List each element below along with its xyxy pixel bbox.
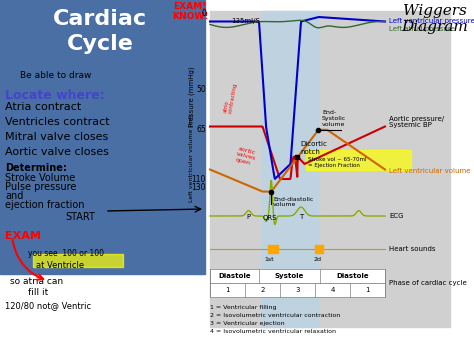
- Bar: [33, 254, 123, 267]
- Text: Pulse pressure: Pulse pressure: [5, 182, 76, 192]
- Text: and: and: [5, 191, 23, 201]
- Text: 1st: 1st: [264, 257, 274, 262]
- Text: 0: 0: [201, 9, 206, 18]
- Text: 50: 50: [196, 84, 206, 94]
- Text: Atria contract: Atria contract: [5, 102, 81, 112]
- Text: EXAM: EXAM: [5, 231, 41, 241]
- Text: Cardiac
Cycle: Cardiac Cycle: [53, 9, 147, 54]
- Text: Left ventricular volume (ml): Left ventricular volume (ml): [190, 114, 194, 202]
- Text: fill it: fill it: [28, 288, 48, 297]
- Text: Mitral valve closes: Mitral valve closes: [5, 132, 108, 142]
- Text: Stroke Volume: Stroke Volume: [5, 173, 75, 183]
- Text: QRS: QRS: [263, 215, 278, 221]
- Text: at Ventricle: at Ventricle: [36, 261, 84, 270]
- Text: START: START: [65, 212, 95, 222]
- Bar: [315, 245, 323, 253]
- Bar: [262, 11, 318, 327]
- Text: 110: 110: [191, 174, 206, 184]
- Text: 1: 1: [365, 287, 370, 293]
- Text: Dicortic
notch: Dicortic notch: [301, 141, 328, 155]
- Text: 3 = Ventricular ejection: 3 = Ventricular ejection: [210, 321, 284, 326]
- Text: you see  100 or 100: you see 100 or 100: [28, 249, 104, 258]
- Text: 4: 4: [330, 287, 335, 293]
- Text: Locate where:: Locate where:: [5, 89, 105, 102]
- Text: ejection fraction: ejection fraction: [5, 200, 84, 210]
- Text: Determine:: Determine:: [5, 163, 67, 173]
- Text: 135ml/S: 135ml/S: [232, 18, 261, 24]
- Text: Diastole: Diastole: [218, 273, 251, 279]
- Bar: [210, 269, 385, 283]
- Text: Phase of cardiac cycle: Phase of cardiac cycle: [389, 280, 467, 286]
- Text: Aortic valve closes: Aortic valve closes: [5, 147, 109, 157]
- Text: 3: 3: [295, 287, 300, 293]
- Text: KNOW!: KNOW!: [172, 12, 208, 21]
- Text: T: T: [299, 214, 303, 220]
- Text: End-
Systolic
volume: End- Systolic volume: [322, 110, 346, 127]
- Text: Ventricles contract: Ventricles contract: [5, 117, 109, 127]
- Text: ECG: ECG: [389, 213, 403, 219]
- Text: Left atrial pressure: Left atrial pressure: [389, 26, 455, 32]
- Text: Systole: Systole: [275, 273, 304, 279]
- Text: so atria can: so atria can: [10, 277, 63, 286]
- Text: atrio
contracting: atrio contracting: [222, 82, 238, 114]
- Bar: [210, 283, 385, 297]
- Bar: [210, 11, 450, 327]
- Text: Aortic pressure/
Systemic BP: Aortic pressure/ Systemic BP: [389, 116, 444, 128]
- Text: 2d: 2d: [314, 257, 322, 262]
- Text: Pressure (mmHg): Pressure (mmHg): [189, 66, 195, 127]
- Text: Heart sounds: Heart sounds: [389, 246, 436, 252]
- Text: 4 = Isovolumetric ventricular relaxation: 4 = Isovolumetric ventricular relaxation: [210, 329, 336, 334]
- Text: 120/80 not@ Ventric: 120/80 not@ Ventric: [5, 301, 91, 310]
- Bar: [0, 0, 205, 274]
- Text: Stroke vol ~ 65-70ml
= Ejection Fraction: Stroke vol ~ 65-70ml = Ejection Fraction: [308, 157, 367, 168]
- Text: End-diastolic
volume: End-diastolic volume: [273, 196, 313, 207]
- Text: Wiggers
Diagram: Wiggers Diagram: [401, 4, 468, 34]
- Text: 130: 130: [191, 183, 206, 192]
- Text: 2 = Isovolumetric ventricular contraction: 2 = Isovolumetric ventricular contractio…: [210, 313, 340, 318]
- Text: Left ventricular pressure: Left ventricular pressure: [389, 18, 474, 24]
- Text: EXAM!: EXAM!: [173, 2, 207, 11]
- Text: 2: 2: [260, 287, 264, 293]
- Text: 1: 1: [225, 287, 230, 293]
- Bar: [306, 150, 411, 170]
- Text: 65: 65: [196, 125, 206, 134]
- Text: P: P: [246, 214, 251, 220]
- Text: Be able to draw: Be able to draw: [20, 71, 91, 80]
- Text: Left ventricular volume: Left ventricular volume: [389, 168, 471, 174]
- Text: Diastole: Diastole: [337, 273, 369, 279]
- Bar: [268, 245, 278, 253]
- Text: aortic
valves
open: aortic valves open: [235, 146, 258, 167]
- Text: 1 = Ventricular filling: 1 = Ventricular filling: [210, 305, 276, 310]
